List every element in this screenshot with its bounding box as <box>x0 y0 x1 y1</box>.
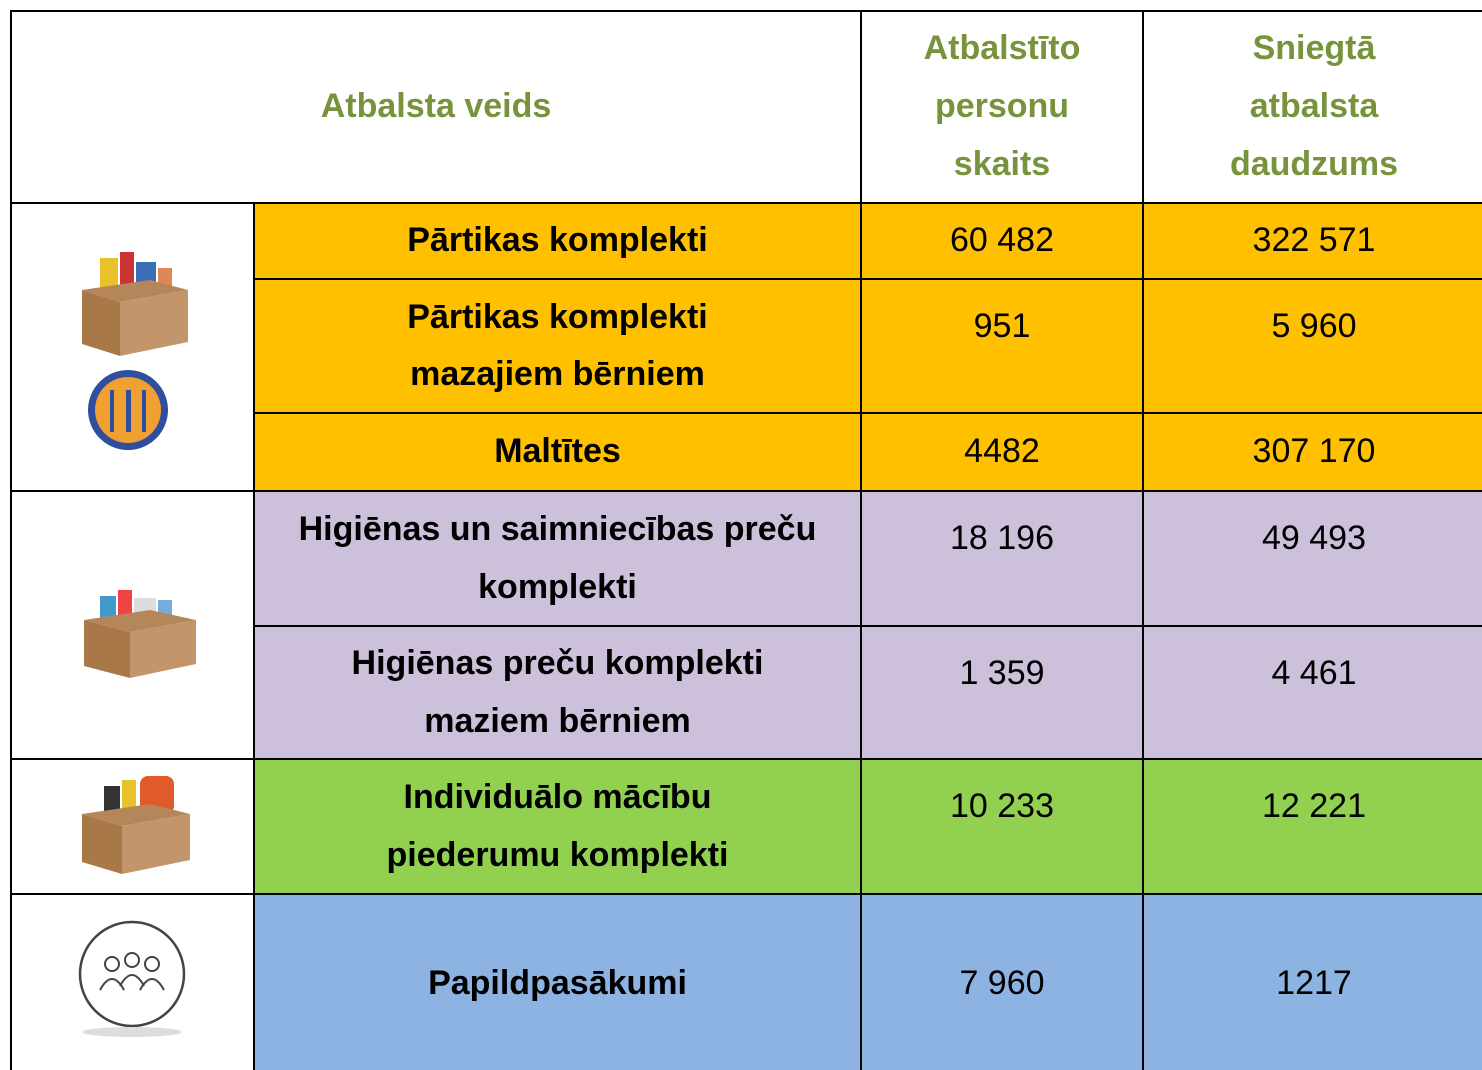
row-persons: 951 <box>860 278 1144 414</box>
row-name: Higiēnas preču komplekti maziem bērniem <box>253 625 862 760</box>
row-persons-text: 1 359 <box>959 654 1045 692</box>
header-type: Atbalsta veids <box>10 10 862 204</box>
row-persons-text: 951 <box>973 307 1031 345</box>
row-persons: 7 960 <box>860 893 1144 1070</box>
row-persons: 10 233 <box>860 758 1144 895</box>
meal-icon <box>88 370 168 450</box>
row-amount: 49 493 <box>1142 490 1482 627</box>
school-box-icon <box>82 776 190 874</box>
row-persons: 4482 <box>860 412 1144 492</box>
header-type-text: Atbalsta veids <box>320 87 552 126</box>
row-amount-text: 307 170 <box>1252 432 1376 471</box>
row-name-text: Pārtikas komplekti <box>407 221 708 260</box>
row-amount: 322 571 <box>1142 202 1482 280</box>
row-amount: 307 170 <box>1142 412 1482 492</box>
row-name-text: Higiēnas preču komplekti maziem bērniem <box>351 644 764 740</box>
header-persons: Atbalstīto personu skaits <box>860 10 1144 204</box>
row-amount-text: 322 571 <box>1252 221 1376 260</box>
food-box-icon <box>82 252 188 356</box>
row-persons: 1 359 <box>860 625 1144 760</box>
row-amount-text: 12 221 <box>1262 787 1366 825</box>
row-name-text: Higiēnas un saimniecības preču komplekti <box>298 510 817 606</box>
row-name-text: Individuālo mācību piederumu komplekti <box>386 778 729 874</box>
row-amount: 1217 <box>1142 893 1482 1070</box>
row-amount-text: 4 461 <box>1271 654 1357 692</box>
row-persons-text: 10 233 <box>950 787 1054 825</box>
row-persons: 18 196 <box>860 490 1144 627</box>
row-name-text: Papildpasākumi <box>428 963 687 1002</box>
row-persons-text: 18 196 <box>950 519 1054 557</box>
row-persons: 60 482 <box>860 202 1144 280</box>
header-persons-text: Atbalstīto personu skaits <box>923 29 1081 183</box>
row-amount-text: 1217 <box>1276 963 1352 1002</box>
row-amount-text: 5 960 <box>1271 307 1357 345</box>
row-persons-text: 4482 <box>964 432 1040 471</box>
row-persons-text: 60 482 <box>950 221 1054 260</box>
row-amount-text: 49 493 <box>1262 519 1366 557</box>
row-amount: 4 461 <box>1142 625 1482 760</box>
hygiene-box-icon <box>84 590 196 678</box>
people-icon <box>78 920 186 1037</box>
header-amount-text: Sniegtā atbalsta daudzums <box>1229 29 1399 183</box>
header-amount: Sniegtā atbalsta daudzums <box>1142 10 1482 204</box>
row-persons-text: 7 960 <box>959 963 1045 1002</box>
row-name-text: Pārtikas komplekti mazajiem bērniem <box>407 297 708 393</box>
row-name-text: Maltītes <box>494 432 621 471</box>
row-name: Individuālo mācību piederumu komplekti <box>253 758 862 895</box>
